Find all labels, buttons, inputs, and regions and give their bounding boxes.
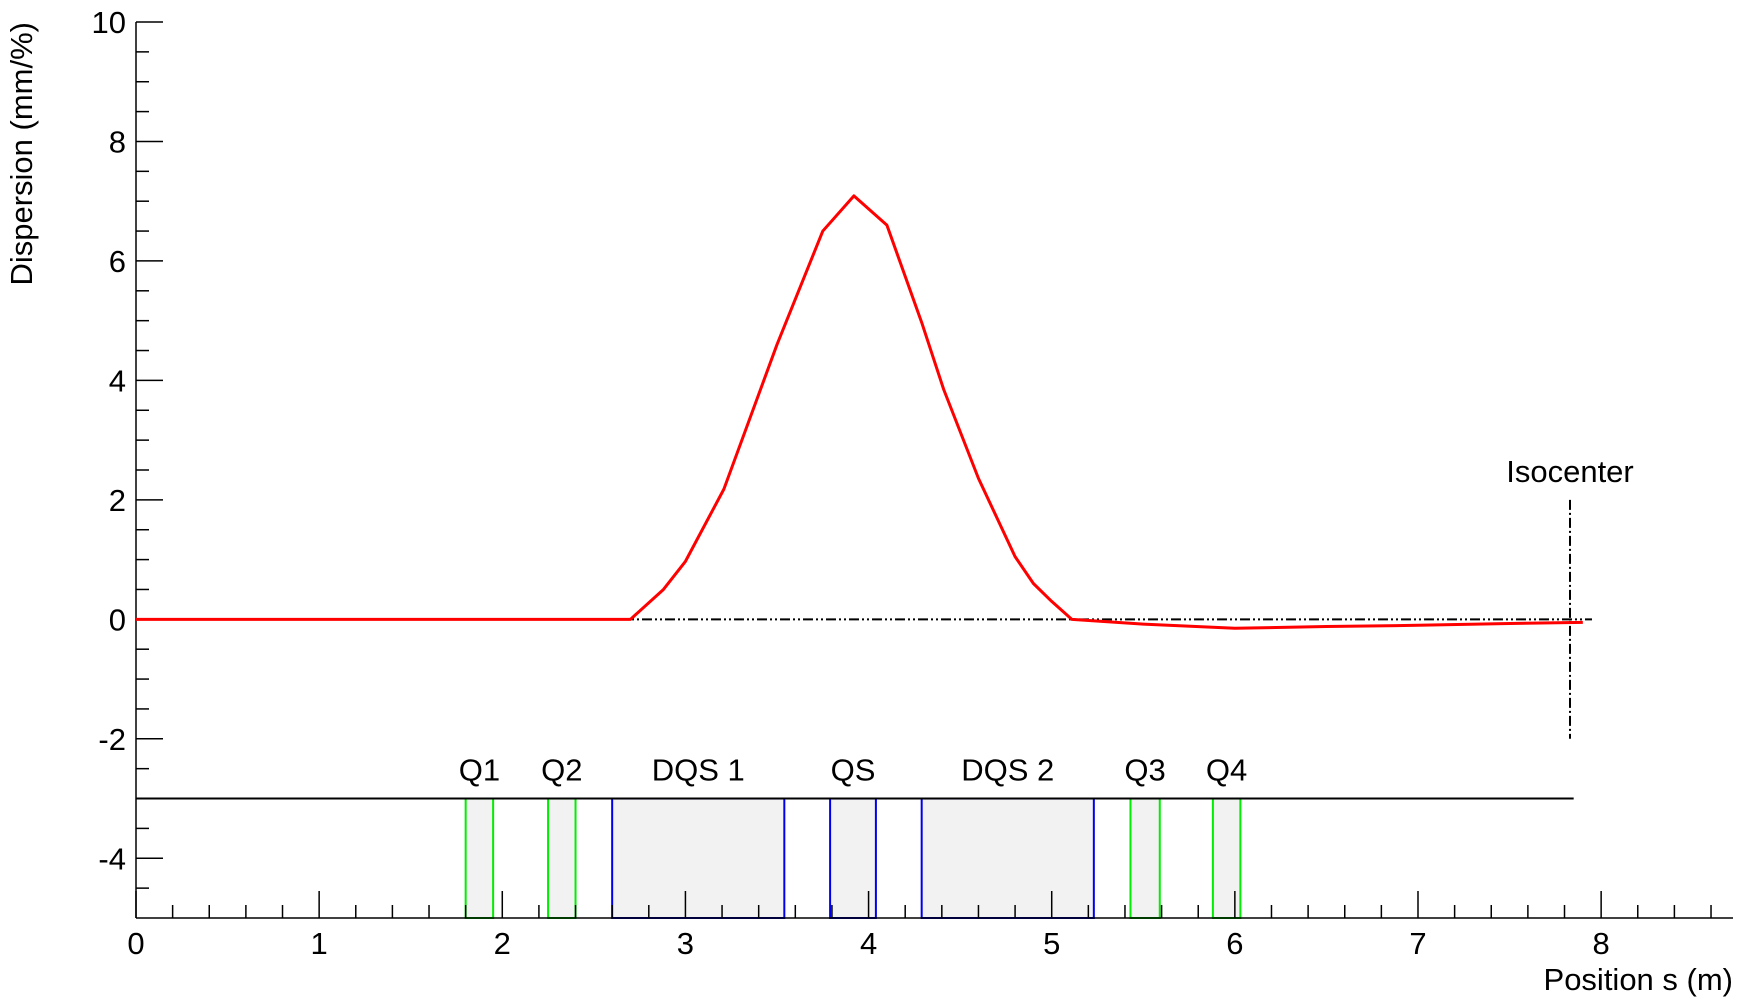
magnet-element (547, 797, 577, 919)
element-label: Q1 (459, 753, 500, 788)
x-tick-label: 6 (1226, 926, 1243, 961)
magnet-element (920, 797, 1095, 919)
x-tick-label: 1 (311, 926, 328, 961)
isocenter-label: Isocenter (1506, 454, 1634, 489)
magnet-element (464, 797, 495, 919)
x-tick-label: 2 (494, 926, 511, 961)
magnet-element (1211, 797, 1242, 919)
x-tick-label: 7 (1409, 926, 1426, 961)
y-tick-label: 8 (109, 124, 126, 159)
element-label: Q3 (1124, 753, 1165, 788)
magnet-element (829, 797, 877, 919)
element-label: QS (831, 753, 876, 788)
element-label: Q4 (1206, 753, 1247, 788)
element-label: DQS 1 (652, 753, 745, 788)
x-tick-label: 5 (1043, 926, 1060, 961)
x-axis-label: Position s (m) (1544, 962, 1733, 997)
dispersion-line (136, 194, 1583, 630)
x-tick-label: 3 (677, 926, 694, 961)
y-tick-label: -4 (98, 841, 126, 876)
x-tick-label: 4 (860, 926, 877, 961)
y-tick-label: 6 (109, 244, 126, 279)
y-tick-label: 0 (109, 602, 126, 637)
magnet-element (1129, 797, 1161, 919)
x-tick-label: 0 (127, 926, 144, 961)
y-tick-label: 10 (92, 5, 126, 40)
y-tick-label: -2 (98, 722, 126, 757)
element-label: Q2 (541, 753, 582, 788)
x-tick-label: 8 (1593, 926, 1610, 961)
y-tick-label: 4 (109, 363, 126, 398)
magnet-element (611, 797, 786, 919)
element-label: DQS 2 (961, 753, 1054, 788)
y-tick-label: 2 (109, 483, 126, 518)
y-axis-label: Dispersion (mm/%) (4, 22, 39, 286)
